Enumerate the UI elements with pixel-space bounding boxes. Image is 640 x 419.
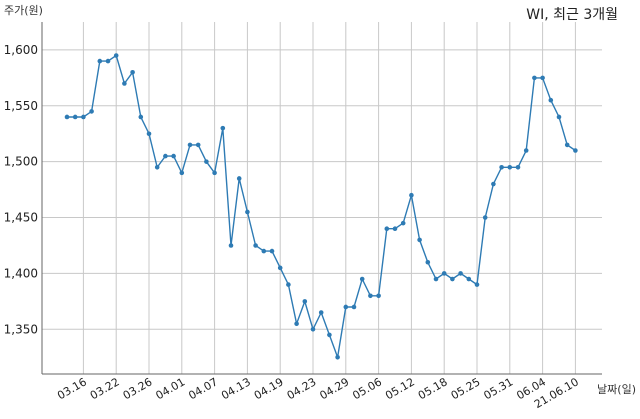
data-point xyxy=(64,114,70,120)
x-tick-label: 04.07 xyxy=(186,375,220,402)
data-point xyxy=(474,282,480,287)
data-point xyxy=(294,321,299,327)
data-point xyxy=(245,209,250,215)
data-point xyxy=(351,304,357,310)
x-tick-label: 05.18 xyxy=(416,375,450,402)
data-point xyxy=(187,142,193,148)
y-tick-label: 1,600 xyxy=(4,43,38,57)
data-point xyxy=(433,276,439,282)
x-tick-label: 05.06 xyxy=(350,375,384,402)
data-point xyxy=(409,192,414,198)
data-point xyxy=(335,354,340,360)
data-point xyxy=(253,243,258,248)
x-tick-labels: 03.16 03.22 03.26 04.01 04.07 04.13 04.19 04.23… xyxy=(55,375,581,411)
data-point xyxy=(368,293,373,299)
y-tick-label: 1,400 xyxy=(4,266,38,280)
x-tick-label: 04.01 xyxy=(154,375,188,402)
data-point xyxy=(343,304,349,310)
data-point xyxy=(286,282,291,287)
data-point xyxy=(220,125,226,131)
chart-title: WI, 최근 3개월 xyxy=(526,7,618,23)
series-group xyxy=(64,53,578,360)
data-point xyxy=(212,170,217,176)
data-point xyxy=(466,276,472,282)
x-tick-label: 05.12 xyxy=(383,375,417,402)
data-point xyxy=(146,131,152,137)
x-tick-label: 03.26 xyxy=(121,375,155,402)
data-point xyxy=(376,293,381,299)
data-point xyxy=(548,97,554,103)
data-point xyxy=(163,153,168,159)
data-point xyxy=(458,271,463,276)
x-tick-label: 04.13 xyxy=(219,375,253,402)
data-point xyxy=(179,170,185,176)
data-point xyxy=(195,142,201,148)
data-point xyxy=(384,226,390,232)
data-point xyxy=(532,75,537,81)
x-tick-label: 03.22 xyxy=(88,375,122,402)
data-point xyxy=(491,181,496,187)
data-point xyxy=(564,142,570,148)
data-point xyxy=(302,299,308,304)
data-point xyxy=(540,75,545,81)
grid-lines xyxy=(42,22,602,374)
data-point xyxy=(441,271,447,276)
x-tick-label: 03.16 xyxy=(55,375,89,402)
data-point xyxy=(138,114,144,120)
y-axis-label: 주가(원) xyxy=(4,4,43,17)
data-point xyxy=(228,243,234,248)
data-point xyxy=(499,164,504,170)
data-point xyxy=(122,81,127,86)
data-point xyxy=(105,58,111,64)
data-point xyxy=(81,114,86,120)
x-tick-label: 05.31 xyxy=(482,375,516,402)
data-point xyxy=(573,148,578,153)
data-point xyxy=(359,276,365,282)
data-point xyxy=(425,259,431,265)
data-point xyxy=(523,148,529,153)
data-point xyxy=(318,310,324,315)
data-point xyxy=(97,58,103,64)
y-tick-labels: 1,350 1,400 1,450 1,500 1,550 1,600 xyxy=(4,43,38,336)
data-point xyxy=(310,327,316,332)
x-tick-label: 04.19 xyxy=(252,375,286,402)
data-point xyxy=(72,114,78,120)
data-point xyxy=(327,332,332,338)
data-point xyxy=(450,276,455,282)
data-point xyxy=(261,248,267,254)
data-point xyxy=(392,226,398,232)
data-point xyxy=(236,176,242,181)
axes xyxy=(41,22,602,375)
data-point xyxy=(269,248,275,254)
data-point xyxy=(515,164,521,170)
data-point xyxy=(482,215,488,220)
data-point xyxy=(113,53,119,58)
data-point xyxy=(556,114,562,120)
data-point xyxy=(171,153,176,159)
data-point xyxy=(89,109,94,114)
data-point xyxy=(417,237,422,243)
data-point xyxy=(130,69,135,75)
y-tick-label: 1,550 xyxy=(4,99,38,113)
y-tick-label: 1,500 xyxy=(4,155,38,169)
data-point xyxy=(204,159,209,164)
x-tick-label: 04.29 xyxy=(318,375,352,402)
data-point xyxy=(507,164,513,170)
x-tick-label: 05.25 xyxy=(449,375,483,402)
y-tick-label: 1,450 xyxy=(4,211,38,225)
y-tick-label: 1,350 xyxy=(4,322,38,336)
x-axis-label: 날짜(일) xyxy=(597,383,636,396)
data-point xyxy=(277,265,283,271)
data-point xyxy=(400,220,406,226)
x-tick-label: 04.23 xyxy=(285,375,319,402)
data-point xyxy=(154,164,160,170)
